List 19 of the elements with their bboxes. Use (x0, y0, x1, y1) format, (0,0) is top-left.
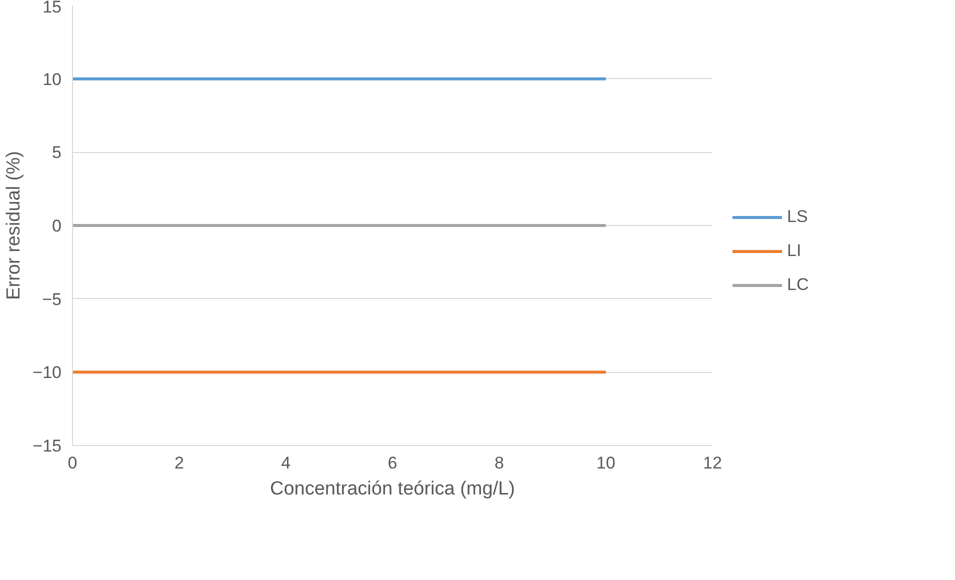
y-tick-label: 5 (52, 143, 62, 162)
y-tick-label: −5 (42, 290, 62, 309)
y-tick-label: 10 (42, 70, 62, 89)
y-tick-label: 15 (42, 0, 62, 16)
y-axis-title: Error residual (%) (4, 151, 25, 300)
legend-label: LI (787, 241, 802, 261)
x-tick-label: 6 (388, 454, 398, 472)
legend-label: LC (787, 275, 809, 295)
x-axis-title: Concentración teórica (mg/L) (270, 478, 515, 500)
x-tick-label: 10 (596, 454, 616, 472)
y-tick-label: −10 (32, 363, 62, 382)
legend-label: LS (787, 207, 808, 227)
x-tick-label: 4 (281, 454, 291, 472)
y-tick-label: −15 (32, 436, 62, 456)
y-tick-label: 0 (52, 216, 62, 236)
x-tick-label: 2 (174, 454, 184, 472)
x-tick-label: 12 (703, 454, 722, 472)
x-tick-label: 8 (494, 454, 504, 472)
x-tick-label: 0 (68, 454, 78, 472)
